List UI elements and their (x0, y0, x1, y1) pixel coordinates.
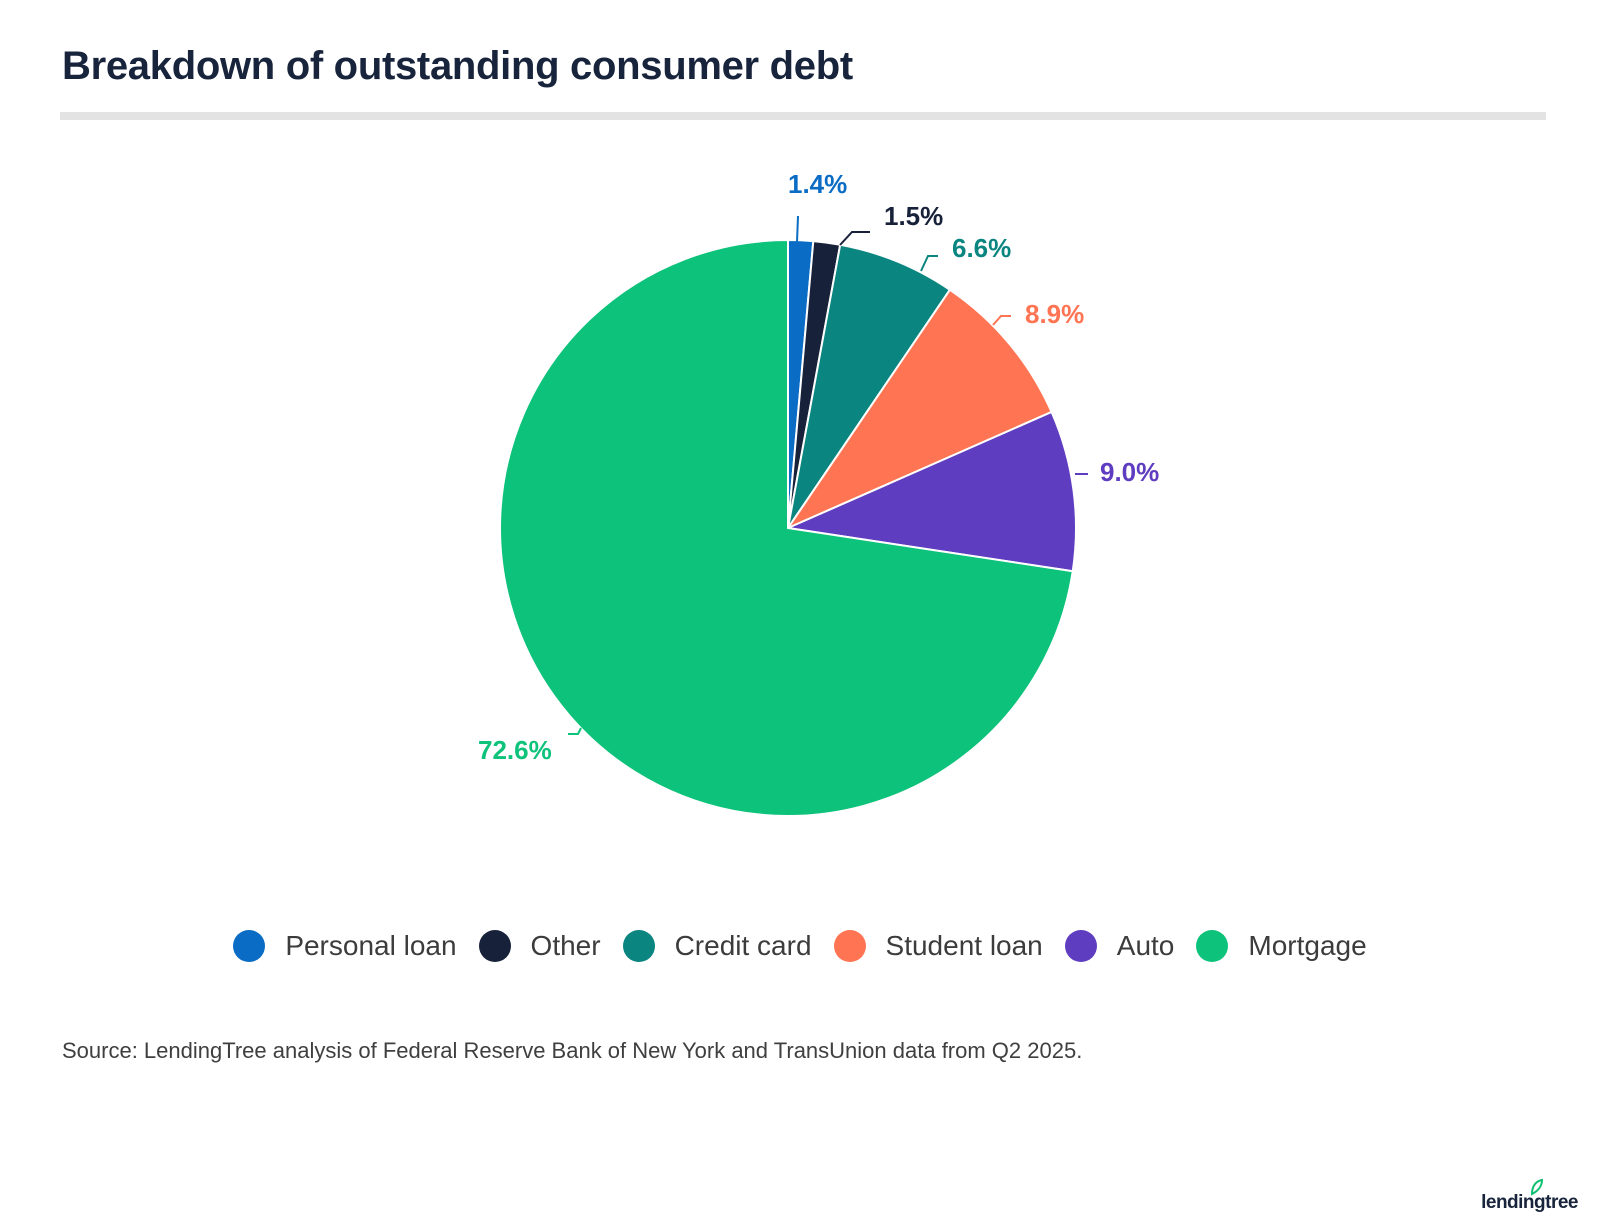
legend-swatch-auto (1064, 930, 1097, 962)
pie-slice-mortgage (498, 238, 1074, 817)
legend-label-other: Other (530, 930, 601, 961)
lendingtree-logo: lendingtree (1481, 1178, 1578, 1214)
data-label-mortgage: 72.6% (478, 735, 552, 765)
legend-swatch-student-loan (833, 930, 866, 962)
pie-chart: 1.4% 1.5% 6.6% 8.9% 9.0% 72.6% (478, 169, 1159, 817)
chart-title: Breakdown of outstanding consumer debt (62, 44, 853, 88)
leader-line-mortgage (568, 727, 582, 735)
legend-swatch-personal-loan (233, 930, 266, 962)
legend-item-other: Other (478, 930, 601, 962)
data-label-student-loan: 8.9% (1025, 299, 1084, 329)
legend-label-personal-loan: Personal loan (285, 930, 457, 961)
legend-swatch-other (478, 930, 511, 962)
pie-slice-credit-card (787, 243, 952, 529)
data-label-credit-card: 6.6% (952, 233, 1011, 263)
leader-line-student-loan (992, 315, 1011, 326)
leader-line-credit-card (920, 255, 938, 272)
legend-label-auto: Auto (1116, 930, 1175, 961)
legend-label-student-loan: Student loan (885, 930, 1043, 961)
title-divider (60, 112, 1546, 120)
logo-wordmark: lendingtree (1481, 1192, 1578, 1213)
source-note: Source: LendingTree analysis of Federal … (62, 1038, 1083, 1063)
legend-item-mortgage: Mortgage (1196, 930, 1367, 962)
leader-line-personal-loan (796, 215, 799, 243)
legend-item-auto: Auto (1064, 930, 1175, 962)
legend-swatch-credit-card (622, 930, 655, 962)
leaf-icon (1530, 1178, 1544, 1196)
data-label-auto: 9.0% (1100, 457, 1159, 487)
data-label-other: 1.5% (884, 201, 943, 231)
legend-swatch-mortgage (1196, 930, 1229, 962)
legend-label-credit-card: Credit card (674, 930, 812, 961)
legend-item-student-loan: Student loan (833, 930, 1043, 962)
chart-legend: Personal loan Other Credit card Student loa… (0, 930, 1600, 962)
legend-item-credit-card: Credit card (622, 930, 812, 962)
legend-item-personal-loan: Personal loan (233, 930, 457, 962)
data-label-personal-loan: 1.4% (788, 169, 847, 199)
legend-label-mortgage: Mortgage (1248, 930, 1367, 961)
pie-slice-student-loan (785, 288, 1053, 531)
leader-line-other (839, 231, 870, 246)
pie-slice-auto (784, 410, 1077, 573)
